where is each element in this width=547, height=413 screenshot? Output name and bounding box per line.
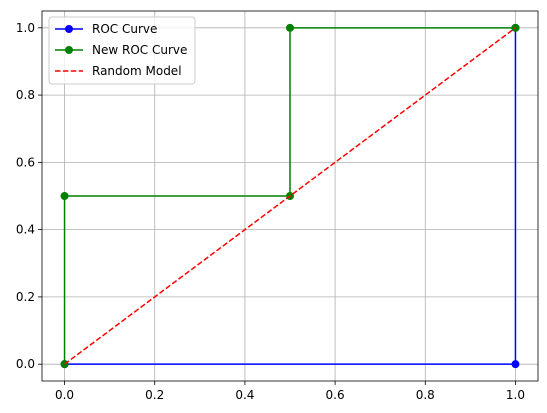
axis-ticks: 0.0 0.2 0.4 0.6 0.8 1.0 0.0 0.2 0.4 0.6 0.8 1.0 — [16, 21, 525, 402]
legend-box — [48, 16, 196, 85]
legend-marker-roc-curve — [65, 25, 73, 33]
y-tick-label: 0.0 — [16, 357, 35, 371]
legend-marker-new-roc-curve — [65, 46, 73, 54]
roc-curve-point — [511, 360, 520, 369]
y-tick-label: 1.0 — [16, 21, 35, 35]
x-tick-label: 0.2 — [145, 388, 164, 402]
legend: ROC Curve New ROC Curve Random Model — [48, 16, 196, 85]
y-tick-label: 0.4 — [16, 223, 35, 237]
legend-label-new-roc-curve: New ROC Curve — [92, 43, 187, 57]
y-tick-label: 0.8 — [16, 88, 35, 102]
y-tick-label: 0.6 — [16, 155, 35, 169]
x-tick-label: 1.0 — [506, 388, 525, 402]
x-tick-label: 0.0 — [55, 388, 74, 402]
x-tick-label: 0.4 — [235, 388, 254, 402]
y-tick-label: 0.2 — [16, 290, 35, 304]
new-roc-curve-point — [286, 23, 294, 32]
axes-frame — [41, 10, 539, 382]
new-roc-curve-point — [60, 192, 69, 200]
x-tick-label: 0.6 — [326, 388, 345, 402]
plot-series — [60, 23, 520, 369]
x-tick-label: 0.8 — [416, 388, 435, 402]
legend-label-random-model: Random Model — [92, 64, 182, 78]
legend-label-roc-curve: ROC Curve — [92, 22, 157, 36]
random-model-line — [64, 27, 516, 365]
